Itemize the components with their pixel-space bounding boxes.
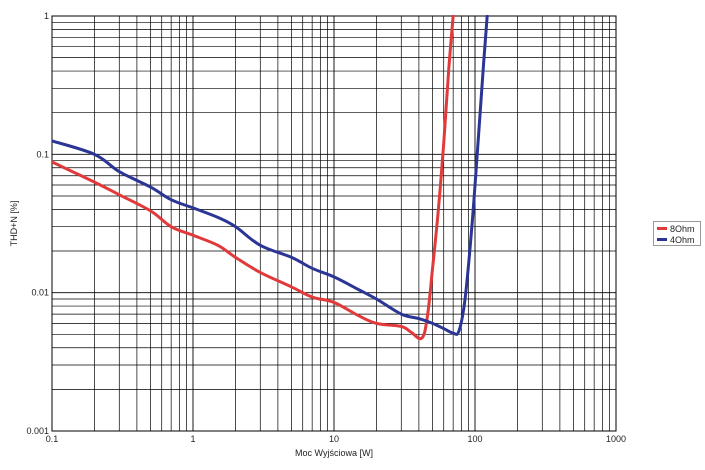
x-tick-label: 10 (329, 434, 339, 444)
plot-border (51, 15, 617, 432)
y-tick-label: 1 (44, 11, 49, 21)
series-line-4ohm (52, 15, 489, 336)
legend-swatch-4ohm (657, 238, 667, 241)
x-axis-title: Moc Wyjściowa [W] (295, 448, 373, 458)
y-tick-label: 0.01 (31, 288, 49, 298)
series-line-8ohm (52, 15, 455, 341)
x-tick-label: 1000 (606, 434, 626, 444)
legend-label-4ohm: 4Ohm (670, 234, 695, 245)
y-tick-label: 0.1 (36, 149, 49, 159)
legend-swatch-8ohm (657, 227, 667, 230)
x-tick-label: 0.1 (46, 434, 59, 444)
legend-item-4ohm: 4Ohm (657, 234, 695, 245)
legend: 8Ohm 4Ohm (653, 221, 701, 246)
y-tick-label: 0.001 (26, 426, 49, 436)
y-axis-title: THD+N [%] (9, 201, 19, 247)
x-tick-label: 1 (190, 434, 195, 444)
x-tick-label: 100 (467, 434, 482, 444)
legend-item-8ohm: 8Ohm (657, 223, 695, 234)
legend-label-8ohm: 8Ohm (670, 223, 695, 234)
